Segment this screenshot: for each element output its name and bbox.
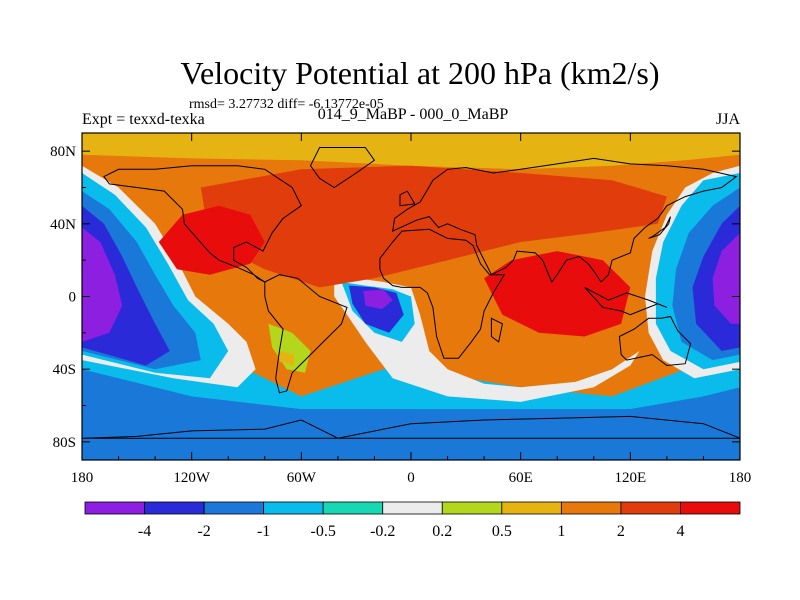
band-sam-orange <box>279 351 294 366</box>
colorbar-label: -2 <box>197 523 210 540</box>
band-east-purple <box>712 232 740 324</box>
coast-australia <box>618 315 692 367</box>
coast-greenland <box>309 147 376 189</box>
band-ind-red <box>484 251 631 337</box>
colorbar-swatch <box>501 501 562 515</box>
x-tick-label: 60E <box>509 470 533 486</box>
colorbar-label: -0.2 <box>370 523 395 540</box>
colorbar-swatch <box>382 501 443 515</box>
x-tick-label: 120E <box>614 470 646 486</box>
colorbar-label: 4 <box>676 523 684 540</box>
x-tick-label: 60W <box>287 470 317 486</box>
x-tick-label: 180 <box>71 470 94 486</box>
coast-south-america <box>264 274 348 394</box>
band-north-yellow <box>82 133 740 170</box>
band-atl-purple <box>363 289 393 310</box>
coast-africa <box>379 228 506 359</box>
season-label: JJA <box>716 111 740 128</box>
y-tick-label: 40N <box>50 217 76 233</box>
experiment-label: Expt = texxd-texka <box>82 111 205 128</box>
x-tick-label: 180 <box>729 470 752 486</box>
colorbar-swatch <box>263 501 324 515</box>
colorbar: -4 -2 -1 -0.5 -0.2 0.2 0.5 1 2 4 <box>84 501 741 540</box>
colorbar-swatch <box>203 501 265 515</box>
colorbar-label: 0.2 <box>432 523 452 540</box>
coast-madagascar <box>490 317 503 343</box>
contour-field <box>82 133 740 460</box>
colorbar-swatch <box>560 501 622 515</box>
colorbar-swatch <box>84 501 145 515</box>
coast-antarctica <box>82 415 740 439</box>
colorbar-swatch <box>441 501 503 515</box>
band-north-dark <box>200 165 667 288</box>
colorbar-label: -1 <box>257 523 270 540</box>
colorbar-swatch <box>680 501 741 515</box>
colorbar-label: 1 <box>557 523 565 540</box>
colorbar-label: 0.5 <box>492 523 512 540</box>
x-tick-label: 0 <box>407 470 415 486</box>
colorbar-label: -4 <box>138 523 151 540</box>
y-tick-label: 80S <box>53 435 76 451</box>
map-plot-area: 180 120W 60W 0 60E 120E 180 80N 40N 0 40S 80S <box>50 132 752 486</box>
band-west-purple <box>82 227 123 342</box>
y-tick-label: 40S <box>53 362 76 378</box>
colorbar-label: -0.5 <box>311 523 336 540</box>
y-axis: 80N 40N 0 40S 80S <box>50 144 740 451</box>
coast-north-america <box>103 165 302 283</box>
coast-japan <box>648 216 671 239</box>
coast-uk <box>399 190 416 207</box>
colorbar-swatch <box>620 501 681 515</box>
y-tick-label: 0 <box>69 290 77 306</box>
stats-label: rmsd= 3.27732 diff= -6.13772e-05 <box>189 97 384 112</box>
band-amer-red <box>158 205 265 275</box>
colorbar-label: 2 <box>617 523 625 540</box>
band-southern-flat <box>82 409 740 460</box>
band-sam-yellow <box>268 323 311 373</box>
colorbar-swatch <box>144 501 205 515</box>
chart-title: Velocity Potential at 200 hPa (km2/s) <box>180 55 659 91</box>
x-tick-label: 120W <box>173 470 211 486</box>
coastlines <box>82 147 740 439</box>
coast-indonesia <box>584 286 668 316</box>
difference-label: 014_9_MaBP - 000_0_MaBP <box>318 106 509 123</box>
colorbar-swatch <box>322 501 384 515</box>
y-tick-label: 80N <box>50 144 76 160</box>
x-axis: 180 120W 60W 0 60E 120E 180 <box>71 133 752 486</box>
coast-eurasia <box>392 157 738 283</box>
